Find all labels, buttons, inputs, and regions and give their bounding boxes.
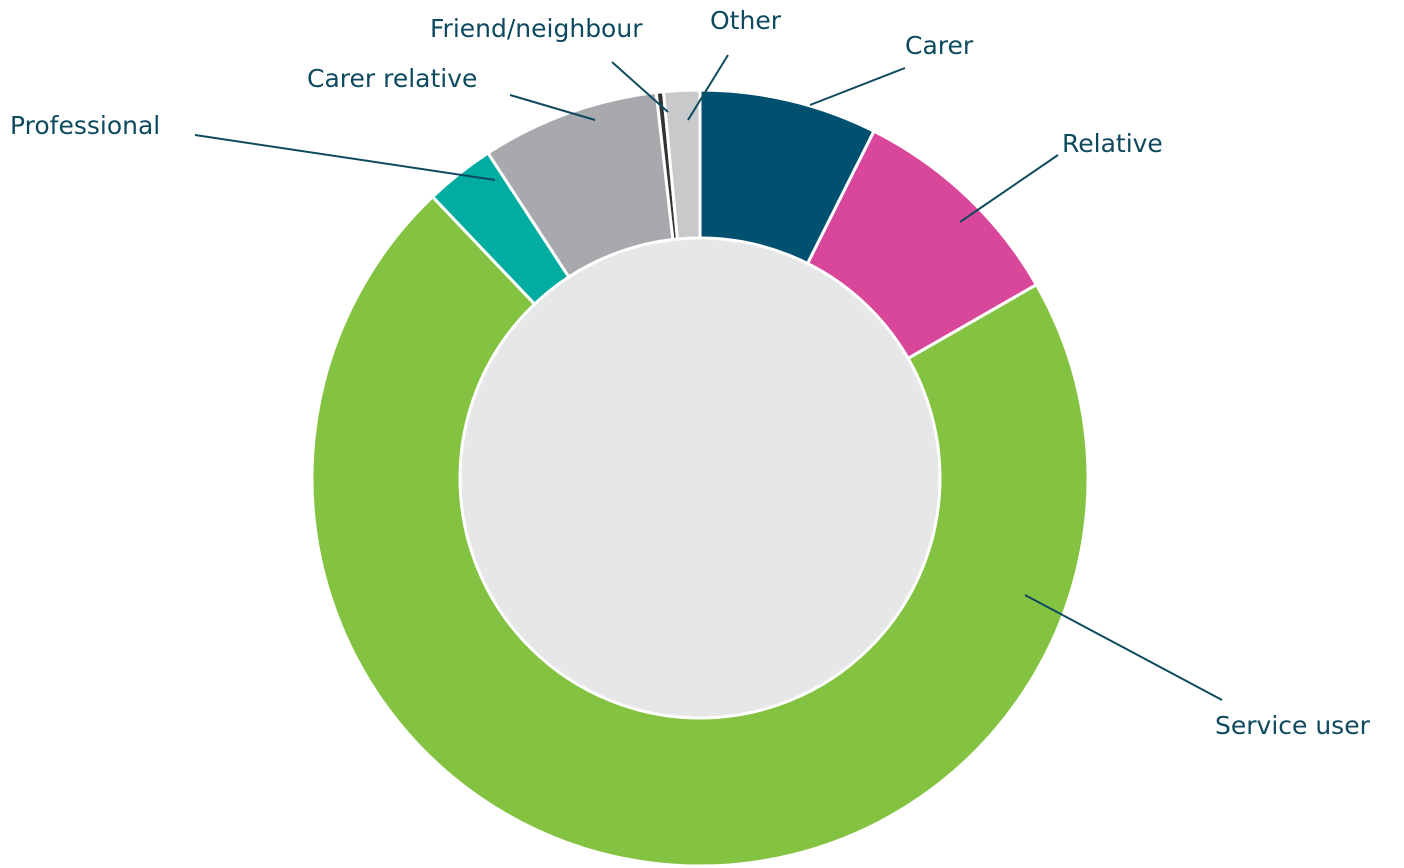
category-label: Service user bbox=[1215, 711, 1371, 740]
leader-line bbox=[959, 154, 1059, 223]
labels: Carer Relative Service user Professional Car… bbox=[10, 6, 1371, 740]
donut-hole bbox=[458, 236, 942, 720]
leader-line bbox=[509, 94, 596, 121]
category-label: Friend/neighbour bbox=[430, 14, 643, 43]
leader-line bbox=[687, 54, 729, 121]
category-label: Other bbox=[710, 6, 782, 35]
leader-line bbox=[1024, 594, 1223, 701]
category-label: Professional bbox=[10, 111, 160, 140]
category-label: Carer relative bbox=[307, 64, 477, 93]
category-label: Relative bbox=[1062, 129, 1163, 158]
leader-line bbox=[809, 67, 906, 106]
leader-line bbox=[194, 134, 496, 181]
leader-line bbox=[611, 61, 669, 113]
category-label: Carer bbox=[905, 31, 974, 60]
